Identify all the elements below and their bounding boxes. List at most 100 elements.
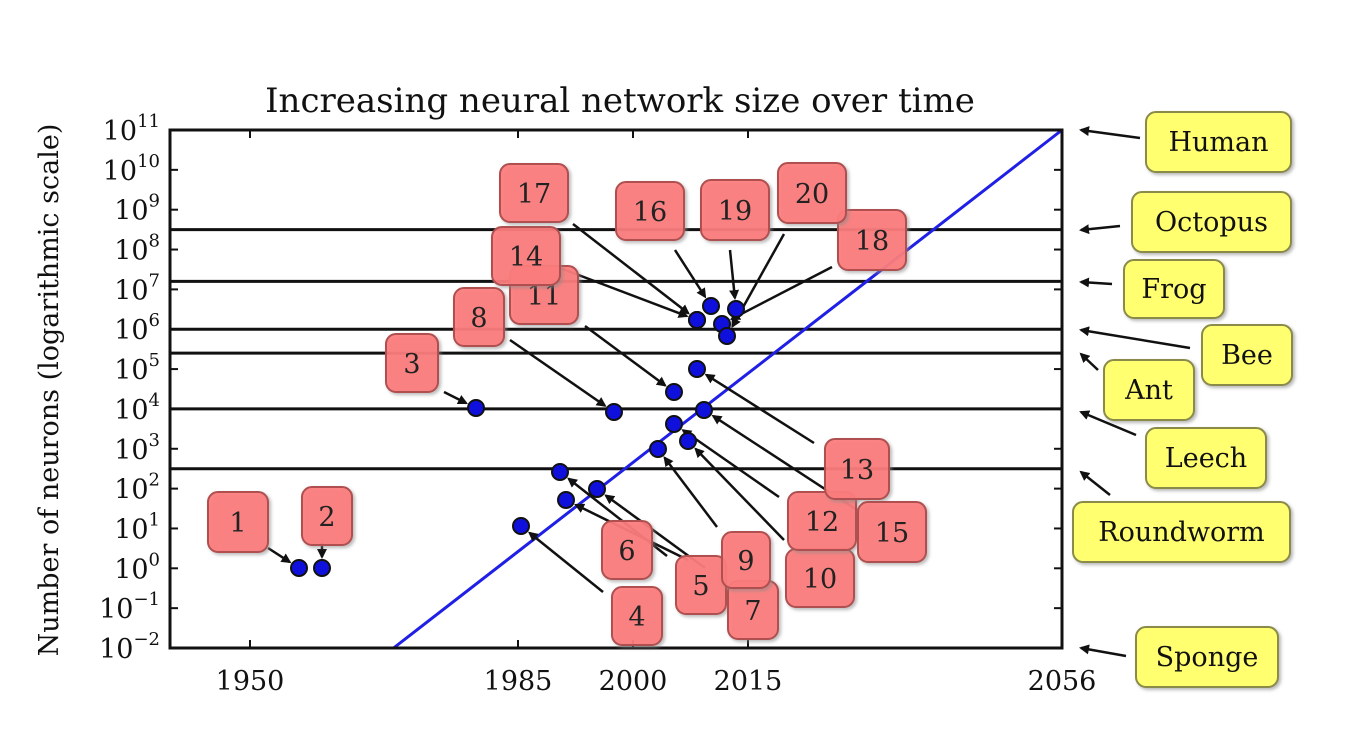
arrow-19 <box>728 249 740 301</box>
data-point-20 <box>718 327 736 345</box>
animal-label-box <box>1072 501 1291 563</box>
arrow-18 <box>729 265 833 321</box>
network-label-text: 20 <box>795 179 829 210</box>
animal-label-ant: Ant <box>1079 352 1195 421</box>
data-point-9 <box>649 440 667 458</box>
network-label-box <box>611 586 663 646</box>
animal-arrow <box>1079 352 1099 371</box>
y-tick-exponent: −1 <box>133 589 160 610</box>
network-label-4: 4 <box>611 586 663 646</box>
network-label-5: 5 <box>675 555 727 615</box>
network-label-box <box>601 520 653 580</box>
chart-title: Increasing neural network size over time <box>265 81 975 121</box>
animal-arrow <box>1079 277 1113 288</box>
animal-arrow <box>1079 326 1191 350</box>
y-tick-exponent: 6 <box>149 310 160 331</box>
network-label-17: 17 <box>499 163 569 223</box>
network-label-text: 3 <box>403 349 420 380</box>
network-label-box <box>615 181 685 241</box>
y-tick-exponent: 2 <box>149 470 160 491</box>
y-tick-exponent: 10 <box>137 151 160 172</box>
animal-label-box <box>1135 626 1279 688</box>
y-tick-labels: 1011101010910810710610510410310210110010… <box>99 111 160 665</box>
y-tick-label: 105 <box>114 350 160 386</box>
network-label-18: 18 <box>837 209 907 271</box>
network-label-box <box>491 226 561 286</box>
x-tick-label: 1950 <box>216 666 285 697</box>
network-label-12: 12 <box>787 491 857 551</box>
y-tick-label: 107 <box>114 270 160 306</box>
network-label-text: 17 <box>517 179 551 210</box>
data-point-19 <box>727 300 745 318</box>
data-point-6 <box>551 463 569 481</box>
arrow-13 <box>704 373 815 445</box>
network-label-text: 2 <box>318 502 335 533</box>
network-label-text: 8 <box>470 303 487 334</box>
data-point-2 <box>313 559 331 577</box>
network-label-text: 9 <box>737 546 754 577</box>
y-tick-label: 102 <box>114 470 160 506</box>
axis-ticks <box>170 129 1063 649</box>
animal-arrow <box>1079 224 1121 235</box>
network-label-box <box>837 209 907 271</box>
x-tick-label: 2000 <box>599 666 668 697</box>
data-point-12 <box>665 415 683 433</box>
arrow-3 <box>443 390 468 405</box>
y-tick-exponent: 11 <box>137 111 160 132</box>
network-label-16: 16 <box>615 181 685 241</box>
y-tick-label: 106 <box>114 310 160 346</box>
animal-label-human: Human <box>1079 111 1292 173</box>
y-tick-exponent: 3 <box>149 430 160 451</box>
animal-label-leech: Leech <box>1079 410 1267 489</box>
animal-label-sponge: Sponge <box>1079 626 1279 688</box>
network-label-box <box>857 501 927 563</box>
arrow-1 <box>267 546 292 564</box>
network-label-2: 2 <box>301 486 353 546</box>
animal-labels: Human Octopus Frog Bee Ant Leech Roundworm Spon… <box>1072 111 1293 688</box>
y-tick-label: 1010 <box>103 151 160 187</box>
network-label-box <box>700 179 770 241</box>
y-tick-exponent: −2 <box>133 629 160 650</box>
network-label-6: 6 <box>601 520 653 580</box>
y-tick-exponent: 4 <box>149 390 160 411</box>
arrow-10 <box>694 447 785 541</box>
data-point-5 <box>557 491 575 509</box>
network-label-box <box>824 438 890 500</box>
arrow-4 <box>528 531 604 593</box>
data-point-10 <box>679 432 697 450</box>
animal-label-box <box>1145 111 1292 173</box>
arrow-12 <box>681 429 780 499</box>
y-tick-label: 101 <box>114 509 160 545</box>
animal-label-box <box>1103 359 1195 421</box>
arrow-9 <box>663 456 718 528</box>
x-tick-labels: 1950 1985 2000 2015 2056 <box>216 666 1097 697</box>
network-label-text: 14 <box>509 242 543 273</box>
y-tick-exponent: 7 <box>149 270 160 291</box>
data-point-3 <box>467 399 485 417</box>
network-label-text: 5 <box>692 571 709 602</box>
network-label-text: 7 <box>744 596 761 627</box>
animal-arrow <box>1079 470 1111 496</box>
animal-label-box <box>1131 191 1292 253</box>
arrow-16 <box>673 249 707 299</box>
y-tick-label: 104 <box>114 390 160 426</box>
x-tick-label: 2015 <box>714 666 783 697</box>
y-tick-label: 100 <box>114 549 160 585</box>
y-tick-exponent: 1 <box>149 509 160 530</box>
network-label-8: 8 <box>453 287 505 347</box>
x-tick-label: 1985 <box>484 666 553 697</box>
network-label-9: 9 <box>721 531 771 589</box>
network-label-box <box>499 163 569 223</box>
animal-label-roundworm: Roundworm <box>1072 470 1291 563</box>
data-point-16 <box>702 297 720 315</box>
y-tick-label: 103 <box>114 430 160 466</box>
network-label-box <box>301 486 353 546</box>
network-label-15: 15 <box>857 501 927 563</box>
animal-arrow <box>1079 644 1127 658</box>
arrow-8 <box>509 338 607 407</box>
arrow-14 <box>559 266 689 318</box>
network-label-text: 12 <box>805 507 839 538</box>
network-label-text: 4 <box>628 602 645 633</box>
data-point-4 <box>512 517 530 535</box>
